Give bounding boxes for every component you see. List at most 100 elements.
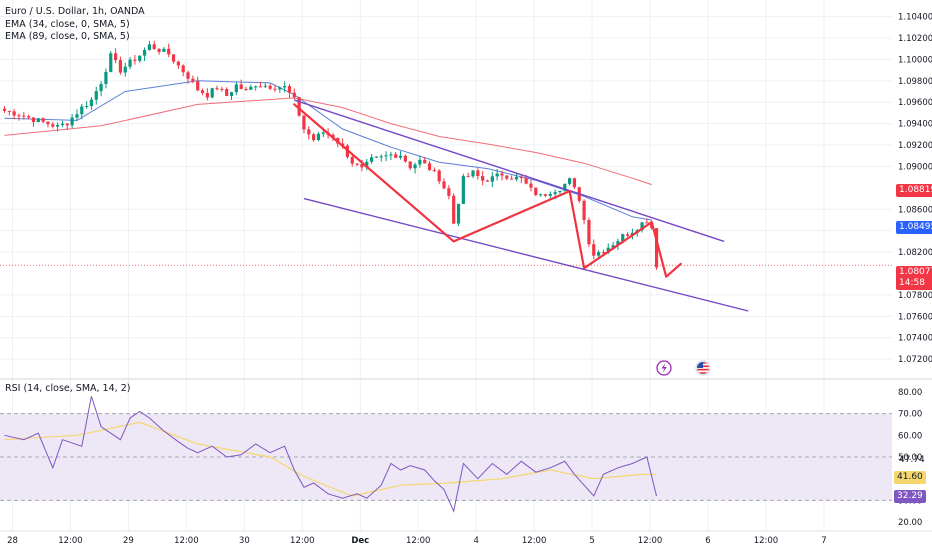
candle-body xyxy=(316,133,321,141)
ema89-legend[interactable]: EMA (89, close, 0, SMA, 5) xyxy=(5,31,130,42)
price-tick-label: 1.10000 xyxy=(898,55,932,65)
rsi-legend[interactable]: RSI (14, close, SMA, 14, 2) xyxy=(5,383,131,394)
candle-body xyxy=(476,170,480,177)
candle-body xyxy=(485,180,490,182)
candle-body xyxy=(350,157,354,164)
candle-body xyxy=(582,200,586,221)
candle-body xyxy=(418,159,422,165)
rsi-value-label: 32.29 xyxy=(894,490,926,503)
price-tick-label: 1.07600 xyxy=(898,312,932,322)
candle-body xyxy=(534,187,538,195)
candle-body xyxy=(365,161,369,168)
candle-countdown: 14:58 xyxy=(899,278,925,288)
candle-body xyxy=(46,121,50,125)
candle-body xyxy=(283,86,287,88)
lightning-icon[interactable] xyxy=(656,360,672,376)
candle-body xyxy=(369,157,374,162)
candle-body xyxy=(596,252,601,256)
candle-body xyxy=(22,115,26,117)
candle-body xyxy=(500,173,504,176)
price-tick-label: 1.08600 xyxy=(898,205,932,215)
time-tick-label: 6 xyxy=(705,536,710,546)
time-tick-label: 12:00 xyxy=(174,536,199,546)
candle-body xyxy=(85,106,89,108)
rsi-tick-label: 50.00 xyxy=(898,453,922,463)
symbol-title[interactable]: Euro / U.S. Dollar, 1h, OANDA xyxy=(5,6,145,17)
price-tick-label: 1.09800 xyxy=(898,77,932,87)
price-tick-label: 1.09400 xyxy=(898,120,932,130)
time-tick-label: 12:00 xyxy=(522,536,547,546)
event-icons[interactable] xyxy=(656,360,711,376)
candle-body xyxy=(360,164,364,168)
last-price-value: 1.08077 xyxy=(899,267,932,277)
candle-body xyxy=(138,55,142,61)
candle-body xyxy=(432,170,436,172)
candle-body xyxy=(133,59,137,61)
candle-body xyxy=(17,115,21,117)
candle-body xyxy=(389,154,393,156)
candle-body xyxy=(94,91,98,100)
candle-body xyxy=(587,220,591,245)
candle-body xyxy=(225,89,229,96)
candle-body xyxy=(99,83,103,92)
candle-body xyxy=(41,118,45,122)
candle-body xyxy=(142,49,147,56)
candle-body xyxy=(558,190,562,193)
candle-body xyxy=(297,97,301,116)
price-tick-label: 1.07200 xyxy=(898,355,932,365)
ema34-legend[interactable]: EMA (34, close, 0, SMA, 5) xyxy=(5,19,130,30)
candle-body xyxy=(113,53,118,61)
candle-body xyxy=(543,194,548,196)
candle-body xyxy=(645,222,649,224)
candle-body xyxy=(481,176,485,181)
price-tick-label: 1.09600 xyxy=(898,98,932,108)
rsi-line xyxy=(4,396,657,513)
candle-body xyxy=(210,88,214,98)
rsi-band xyxy=(0,413,892,501)
candle-body xyxy=(196,81,200,91)
ema-lines xyxy=(4,80,652,221)
candle-body xyxy=(427,163,432,171)
candle-body xyxy=(529,183,533,188)
candle-body xyxy=(601,252,606,254)
ema34-price-label: 1.08495 xyxy=(896,221,932,234)
price-tick-label: 1.10200 xyxy=(898,34,932,44)
candle-body xyxy=(287,86,292,93)
candle-body xyxy=(167,48,171,55)
candle-body xyxy=(519,176,523,179)
drawing-annotations[interactable] xyxy=(0,99,892,312)
candle-body xyxy=(379,156,383,158)
time-tick-label: 12:00 xyxy=(290,536,315,546)
rsi-tick-label: 60.00 xyxy=(898,431,922,441)
candle-body xyxy=(452,195,456,224)
candle-body xyxy=(56,125,60,127)
candle-body xyxy=(572,178,577,188)
candle-body xyxy=(249,86,253,90)
candle-body xyxy=(312,134,316,141)
candle-body xyxy=(384,155,388,157)
candle-body xyxy=(128,59,132,67)
candle-body xyxy=(616,241,620,246)
rsi-lines xyxy=(4,396,657,513)
candle-body xyxy=(31,117,36,123)
candle-body xyxy=(563,183,567,191)
candle-body xyxy=(292,92,296,98)
candle-body xyxy=(278,87,282,90)
time-tick-label: 12:00 xyxy=(58,536,83,546)
candle-body xyxy=(374,156,379,158)
candle-body xyxy=(176,61,180,66)
candle-body xyxy=(394,154,398,158)
candle-body xyxy=(447,188,451,196)
channel-upper-line xyxy=(294,99,725,243)
candle-body xyxy=(461,176,465,204)
candle-body xyxy=(437,170,441,182)
candle-body xyxy=(408,161,412,169)
candle-body xyxy=(254,86,258,88)
candle-body xyxy=(625,234,630,236)
us-flag-icon[interactable] xyxy=(695,360,711,376)
candle-body xyxy=(70,117,74,126)
rsi-tick-label: 70.00 xyxy=(898,410,922,420)
time-tick-label: 5 xyxy=(589,536,594,546)
candle-body xyxy=(152,44,156,50)
